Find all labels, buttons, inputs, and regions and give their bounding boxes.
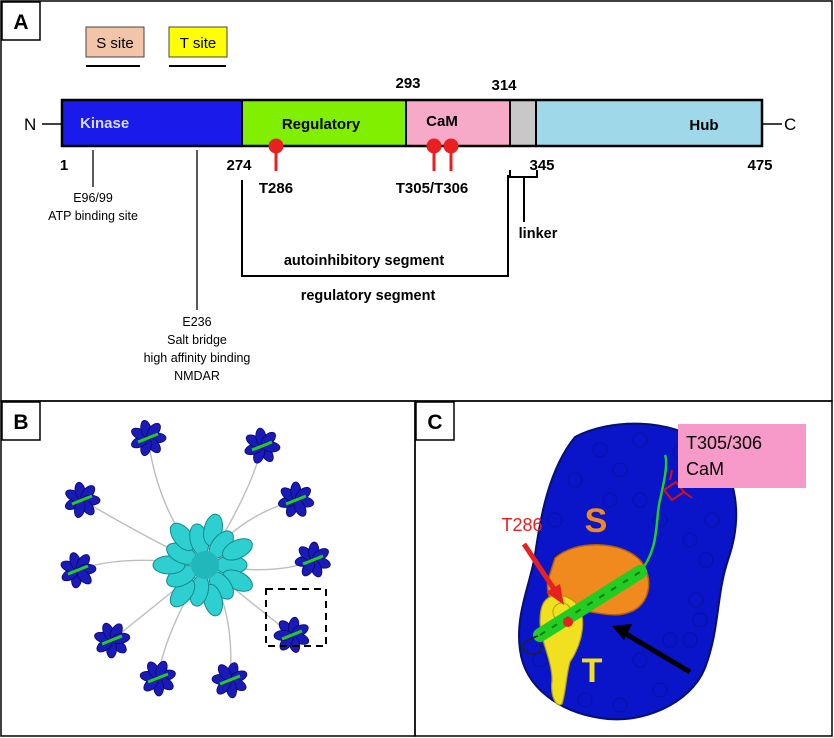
t286-label: T286 (259, 180, 293, 197)
helix-n-loop (521, 635, 542, 655)
kinase-domain (244, 427, 281, 464)
panel-a-letter-box: A (1, 1, 41, 41)
legend-s-swatch (85, 26, 145, 58)
s-site-letter: S (585, 502, 608, 540)
e96-label: E96/99 (73, 191, 113, 205)
autoinhibitory-label: autoinhibitory segment (284, 253, 444, 269)
t-site-arrow-head (612, 624, 632, 640)
t286-arrow-head (546, 584, 564, 605)
t-site-arrow-shaft (624, 631, 692, 675)
domain-hub (536, 100, 762, 146)
highlighted-kinase-box (265, 588, 327, 647)
phospho-pin-t305 (426, 138, 442, 171)
surface-texture (532, 432, 720, 713)
legend-t-site: T site (168, 26, 228, 67)
t286-residue (563, 617, 573, 627)
e236-label: E236 (182, 315, 211, 329)
residue-293: 293 (395, 75, 420, 92)
e96-description: ATP binding site (48, 209, 138, 223)
kinase-domain (278, 481, 315, 518)
kinase-surface-structure: T305/306 CaM S T T286 (501, 422, 806, 721)
domain-regulatory-label: Regulatory (282, 116, 361, 133)
residue-1: 1 (60, 157, 68, 174)
domain-cam-label: CaM (426, 113, 458, 130)
residue-274: 274 (226, 157, 252, 174)
kinase-domain (273, 616, 310, 653)
hub-ring (152, 513, 253, 617)
residue-475: 475 (747, 157, 772, 174)
t286-callout-label: T286 (501, 515, 542, 535)
kinase-domain (60, 552, 97, 589)
kinase-domain (294, 541, 331, 578)
legend-s-label: S site (96, 35, 134, 52)
domain-kinase-label: Kinase (80, 115, 129, 132)
residue-345: 345 (529, 157, 554, 174)
phospho-pin-t286 (268, 138, 284, 171)
callout-line2: CaM (686, 459, 724, 479)
domain-linker (510, 100, 536, 146)
e236-nmdar: NMDAR (174, 369, 220, 383)
panel-c-frame (414, 400, 833, 737)
panel-b-letter: B (13, 411, 28, 434)
kinase-domain (139, 660, 176, 697)
legend-t-swatch (168, 26, 228, 58)
t305-306-residues (662, 469, 693, 502)
legend-t-label: T site (180, 35, 216, 52)
kinase-domain (211, 662, 248, 699)
t286-arrow-shaft (521, 542, 559, 594)
panel-a-frame (0, 0, 833, 402)
domain-regulatory (242, 100, 406, 146)
e236-salt-bridge: Salt bridge (167, 333, 227, 347)
panel-c-letter: C (427, 411, 442, 434)
kinase-domain (64, 481, 101, 518)
kinase-domain (94, 622, 131, 659)
t-site-letter: T (582, 652, 603, 690)
domain-cam (406, 100, 510, 146)
linker-label: linker (519, 226, 558, 242)
phospho-pin-t306 (443, 138, 459, 171)
callout-line1: T305/306 (686, 433, 762, 453)
autoinhibitory-bracket (241, 175, 509, 277)
n-terminus-label: N (24, 115, 36, 134)
residue-314: 314 (491, 77, 517, 94)
panel-c-letter-box: C (415, 401, 455, 441)
domain-kinase (62, 100, 242, 146)
t305-t306-label: T305/T306 (396, 180, 469, 197)
domain-bar: Kinase Regulatory CaM Hub (60, 98, 764, 148)
e236-high-affinity: high affinity binding (144, 351, 251, 365)
kinase-domain (131, 419, 167, 457)
regulatory-tail (639, 454, 668, 573)
domain-hub-label: Hub (689, 117, 718, 134)
panel-a-letter: A (13, 11, 28, 34)
legend-s-site: S site (85, 26, 145, 67)
c-terminus-label: C (784, 115, 796, 134)
t305-306-callout (678, 424, 806, 488)
regulatory-segment-label: regulatory segment (301, 288, 436, 304)
holoenzyme-structure (60, 419, 331, 699)
panel-b-letter-box: B (1, 401, 41, 441)
